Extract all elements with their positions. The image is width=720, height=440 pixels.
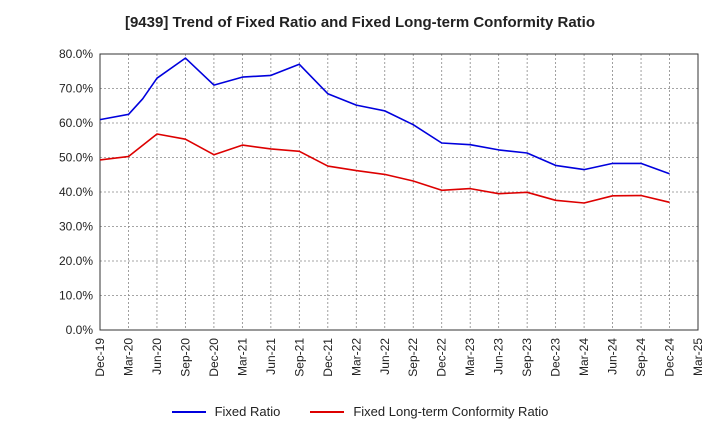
legend-swatch-fixed-long-term-conformity-ratio bbox=[310, 410, 345, 413]
series-line-0 bbox=[99, 57, 670, 175]
x-tick-label: Dec-23 bbox=[549, 338, 563, 377]
x-tick-label: Sep-22 bbox=[406, 338, 420, 377]
y-tick-label: 30.0% bbox=[59, 220, 93, 234]
x-tick-label: Mar-20 bbox=[121, 338, 135, 376]
x-tick-label: Jun-24 bbox=[606, 338, 620, 375]
series-line-1 bbox=[99, 133, 670, 204]
x-tick-label: Mar-22 bbox=[349, 338, 363, 376]
x-tick-label: Mar-23 bbox=[463, 338, 477, 376]
x-tick-label: Dec-24 bbox=[663, 338, 677, 377]
y-tick-label: 60.0% bbox=[59, 116, 93, 130]
x-tick-label: Sep-24 bbox=[634, 338, 648, 377]
x-tick-label: Jun-21 bbox=[264, 338, 278, 375]
legend: Fixed Ratio Fixed Long-term Conformity R… bbox=[0, 404, 720, 419]
y-tick-label: 40.0% bbox=[59, 185, 93, 199]
x-tick-label: Sep-21 bbox=[292, 338, 306, 377]
plot-area-frame bbox=[99, 53, 699, 331]
x-tick-label: Jun-22 bbox=[378, 338, 392, 375]
x-tick-label: Jun-23 bbox=[492, 338, 506, 375]
y-tick-label: 70.0% bbox=[59, 82, 93, 96]
y-tick-label: 20.0% bbox=[59, 254, 93, 268]
y-tick-label: 0.0% bbox=[66, 323, 94, 337]
x-tick-label: Sep-23 bbox=[520, 338, 534, 377]
legend-item-fixed-ratio: Fixed Ratio bbox=[171, 404, 281, 419]
x-tick-label: Dec-22 bbox=[435, 338, 449, 377]
x-tick-label: Mar-21 bbox=[235, 338, 249, 376]
x-tick-label: Mar-24 bbox=[577, 338, 591, 376]
x-tick-label: Dec-19 bbox=[93, 338, 107, 377]
y-tick-label: 10.0% bbox=[59, 289, 93, 303]
x-tick-label: Jun-20 bbox=[150, 338, 164, 375]
y-tick-label: 50.0% bbox=[59, 151, 93, 165]
legend-item-fixed-long-term-conformity-ratio: Fixed Long-term Conformity Ratio bbox=[310, 404, 548, 419]
legend-label-fixed-ratio: Fixed Ratio bbox=[214, 404, 281, 419]
y-tick-label: 80.0% bbox=[59, 47, 93, 61]
x-tick-label: Dec-21 bbox=[321, 338, 335, 377]
legend-label-fixed-long-term-conformity-ratio: Fixed Long-term Conformity Ratio bbox=[353, 404, 549, 419]
chart-title: [9439] Trend of Fixed Ratio and Fixed Lo… bbox=[124, 14, 596, 31]
legend-swatch-fixed-ratio bbox=[171, 410, 206, 413]
x-tick-label: Sep-20 bbox=[178, 338, 192, 377]
x-tick-label: Dec-20 bbox=[207, 338, 221, 377]
x-tick-label: Mar-25 bbox=[691, 338, 705, 376]
